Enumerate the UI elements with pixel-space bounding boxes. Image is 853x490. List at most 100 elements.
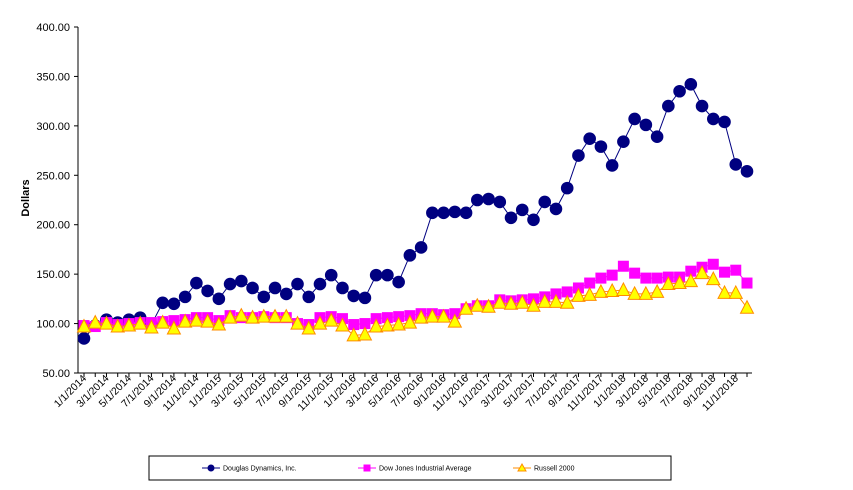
data-point	[178, 290, 192, 304]
data-point	[684, 78, 698, 91]
series-douglas-dynamics-inc	[77, 78, 754, 345]
data-point	[324, 268, 338, 282]
legend: Douglas Dynamics, Inc. Dow Jones Industri…	[148, 455, 672, 481]
data-point	[166, 320, 182, 335]
data-point	[583, 132, 596, 146]
data-point	[76, 318, 92, 333]
data-point	[347, 289, 360, 303]
data-point	[256, 308, 272, 323]
data-point	[368, 318, 384, 333]
data-point	[425, 308, 440, 323]
y-tick-label: 350.00	[36, 71, 70, 83]
data-point	[380, 317, 395, 332]
data-point	[413, 309, 429, 324]
data-point	[267, 308, 283, 323]
data-point	[391, 316, 406, 331]
data-point	[504, 211, 518, 225]
data-point	[503, 295, 519, 310]
data-point	[77, 332, 91, 345]
data-point	[594, 140, 608, 153]
data-point	[728, 284, 744, 299]
data-point	[447, 313, 463, 328]
data-point	[471, 193, 484, 207]
y-tick-group: 50.00 100.00 150.00 200.00 250.00 300.00 350.0…	[36, 22, 78, 380]
data-point	[279, 287, 293, 301]
data-point	[469, 297, 485, 312]
data-point	[167, 297, 181, 311]
data-point	[639, 118, 653, 132]
data-point	[628, 112, 641, 126]
data-point	[627, 285, 642, 300]
y-tick-label: 200.00	[36, 220, 70, 232]
legend-label: Dow Jones Industrial Average	[379, 466, 472, 473]
data-point	[514, 294, 530, 309]
data-point	[189, 312, 204, 327]
data-point	[302, 290, 316, 304]
y-tick-label: 250.00	[36, 170, 70, 182]
data-point	[144, 319, 159, 334]
data-point	[222, 309, 238, 324]
axes	[77, 27, 752, 374]
data-point	[312, 315, 328, 330]
y-axis-label: Dollars	[20, 179, 32, 216]
data-point	[212, 292, 226, 306]
data-point	[245, 309, 260, 324]
data-point	[538, 195, 552, 209]
data-point	[649, 283, 665, 298]
series-russell-2000	[76, 265, 755, 342]
data-point	[121, 317, 137, 332]
data-point	[548, 293, 564, 308]
data-point	[278, 308, 294, 323]
data-point	[730, 264, 742, 276]
data-point	[707, 258, 719, 270]
data-point	[560, 181, 574, 195]
data-point	[606, 269, 618, 281]
data-point	[177, 313, 193, 328]
data-point	[301, 320, 317, 335]
data-point	[403, 249, 417, 262]
data-point	[381, 268, 394, 282]
data-point	[537, 293, 553, 308]
data-point	[572, 149, 585, 162]
data-point	[673, 84, 686, 98]
data-point	[201, 284, 214, 298]
data-point	[651, 272, 663, 284]
data-point	[291, 277, 304, 291]
data-point	[650, 130, 664, 144]
data-point	[335, 317, 350, 332]
legend-entry: Dow Jones Industrial Average	[358, 464, 472, 473]
data-point	[740, 165, 754, 178]
data-point	[313, 277, 327, 291]
data-point	[346, 327, 362, 342]
data-point	[549, 202, 563, 216]
data-point	[323, 312, 339, 327]
data-point	[110, 318, 126, 333]
data-point	[190, 276, 203, 290]
data-point	[290, 315, 305, 330]
data-point	[718, 115, 731, 129]
data-point	[617, 260, 629, 272]
data-point	[741, 277, 753, 289]
data-point	[526, 297, 541, 312]
data-point	[459, 206, 473, 220]
data-point	[246, 281, 259, 295]
y-tick-label: 50.00	[42, 368, 70, 380]
data-point	[493, 195, 507, 209]
data-point	[571, 287, 586, 302]
x-tick-group: 1/1/20143/1/20145/1/20147/1/20149/1/2014…	[52, 373, 748, 414]
y-tick-label: 400.00	[36, 22, 70, 34]
data-point	[458, 300, 474, 315]
data-point	[584, 277, 596, 289]
legend-label: Russell 2000	[534, 466, 575, 473]
legend-marker	[363, 464, 371, 472]
data-point	[492, 294, 508, 309]
data-point	[604, 282, 620, 297]
data-point	[706, 112, 720, 126]
legend-entry: Douglas Dynamics, Inc.	[202, 464, 297, 473]
y-tick-label: 150.00	[36, 269, 70, 281]
data-point	[482, 192, 495, 206]
data-point	[739, 299, 755, 314]
y-tick-label: 100.00	[36, 319, 70, 331]
legend-label: Douglas Dynamics, Inc.	[223, 466, 297, 473]
data-point	[616, 281, 631, 296]
